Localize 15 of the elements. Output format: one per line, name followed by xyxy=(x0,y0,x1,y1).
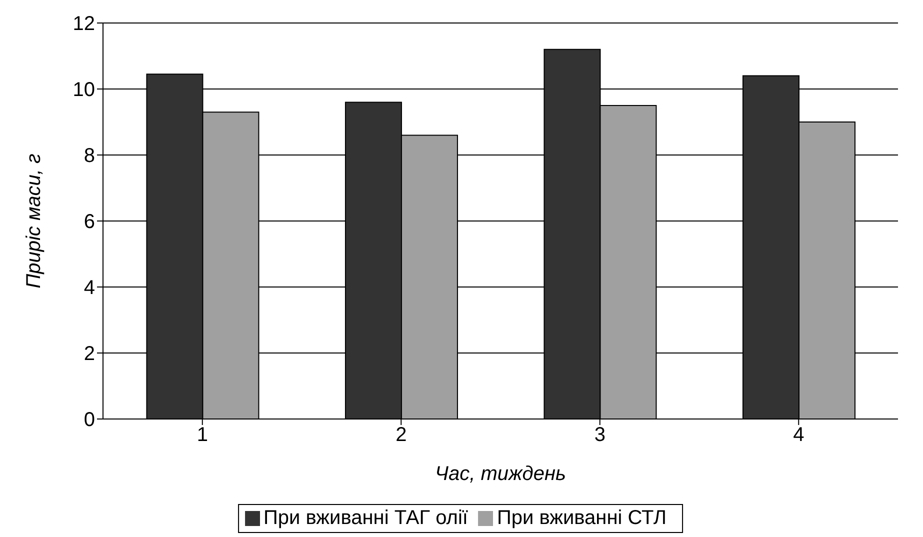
y-axis-title: Приріс маси, г xyxy=(23,153,46,288)
legend-label: При вживанні ТАГ олії xyxy=(264,507,468,529)
y-tick-label: 6 xyxy=(84,211,95,234)
x-axis-title: Час, тиждень xyxy=(435,463,566,485)
y-tick-label: 10 xyxy=(72,79,95,102)
x-tick-label: 4 xyxy=(793,424,804,446)
y-tick-label: 8 xyxy=(84,145,95,168)
x-tick-label: 2 xyxy=(396,424,407,446)
y-tick-label: 0 xyxy=(84,409,95,432)
x-tick-label: 1 xyxy=(196,424,208,446)
y-tick-label: 12 xyxy=(72,13,95,36)
y-tick-label: 2 xyxy=(84,343,95,366)
y-tick-label: 4 xyxy=(84,277,95,300)
legend-label: При вживанні СТЛ xyxy=(496,507,666,529)
x-tick-label: 3 xyxy=(594,424,606,446)
